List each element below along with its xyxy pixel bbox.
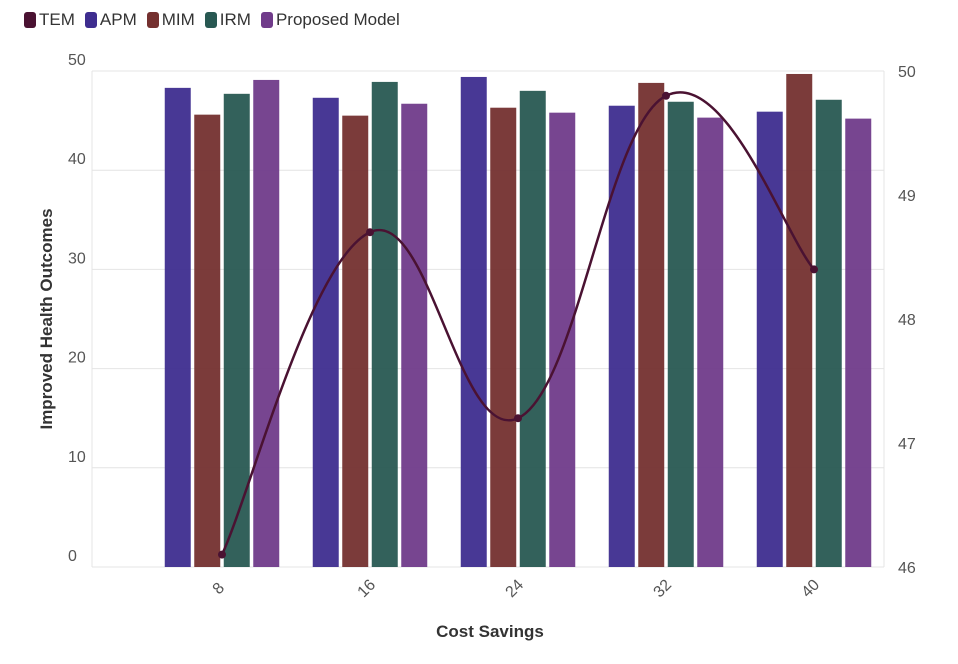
bar-apm	[312, 97, 339, 567]
y2-tick-label: 46	[898, 560, 916, 577]
bar-apm	[460, 76, 487, 568]
legend-label-irm: IRM	[219, 10, 251, 29]
x-tick-label: 40	[799, 576, 824, 601]
legend-label-proposed-model: Proposed Model	[275, 10, 400, 29]
point-tem	[218, 550, 226, 559]
x-axis-title: Cost Savings	[436, 622, 544, 641]
point-tem	[810, 265, 818, 274]
bar-irm	[223, 93, 250, 567]
y-tick-label: 30	[68, 250, 86, 267]
line-tem	[220, 91, 815, 556]
bar-mim	[342, 115, 369, 567]
point-tem	[514, 414, 522, 423]
y2-tick-label: 50	[898, 64, 916, 81]
legend-item-tem[interactable]: TEM	[24, 10, 75, 30]
bar-irm	[371, 81, 398, 568]
legend-swatch-mim	[146, 12, 159, 28]
legend-item-apm[interactable]: APM	[84, 10, 137, 30]
bar-proposed-model	[549, 112, 576, 567]
x-tick-label: 8	[210, 580, 228, 598]
y-tick-label: 10	[68, 449, 86, 466]
legend-item-irm[interactable]: IRM	[204, 10, 251, 30]
point-tem	[366, 228, 374, 237]
legend-item-mim[interactable]: MIM	[146, 10, 195, 30]
y-tick-label: 20	[68, 350, 86, 367]
bar-apm	[756, 111, 783, 567]
bar-proposed-model	[253, 79, 280, 567]
bar-irm	[815, 99, 842, 567]
x-tick-label: 32	[651, 576, 676, 601]
bar-irm	[519, 90, 546, 567]
legend-swatch-irm	[204, 12, 217, 28]
legend-label-apm: APM	[99, 10, 137, 29]
y-tick-label: 40	[68, 151, 86, 168]
legend-label-tem: TEM	[39, 10, 75, 29]
x-tick-label: 16	[355, 576, 380, 601]
bar-proposed-model	[845, 118, 872, 567]
bar-apm	[164, 87, 191, 567]
point-tem	[662, 91, 670, 100]
x-tick-label: 24	[503, 576, 528, 601]
bar-apm	[608, 105, 635, 567]
bar-irm	[667, 101, 694, 567]
chart-legend: TEM APM MIM IRM Proposed Model	[24, 10, 400, 30]
bar-proposed-model	[401, 103, 428, 568]
y2-tick-label: 48	[898, 312, 916, 329]
bar-mim	[490, 107, 517, 567]
y2-tick-label: 47	[898, 436, 916, 453]
y-axis-title: Improved Health Outcomes	[37, 208, 56, 429]
bar-mim	[638, 82, 665, 568]
legend-item-proposed-model[interactable]: Proposed Model	[260, 10, 400, 30]
bar-mim	[194, 114, 221, 567]
legend-label-mim: MIM	[161, 10, 195, 29]
legend-swatch-apm	[84, 12, 97, 28]
y-tick-label: 0	[68, 548, 77, 565]
bar-proposed-model	[697, 117, 724, 568]
bar-mim	[786, 73, 813, 567]
legend-swatch-proposed-model	[260, 12, 273, 28]
y2-tick-label: 49	[898, 188, 916, 205]
legend-swatch-tem	[24, 12, 36, 28]
y-tick-label: 50	[68, 52, 86, 69]
